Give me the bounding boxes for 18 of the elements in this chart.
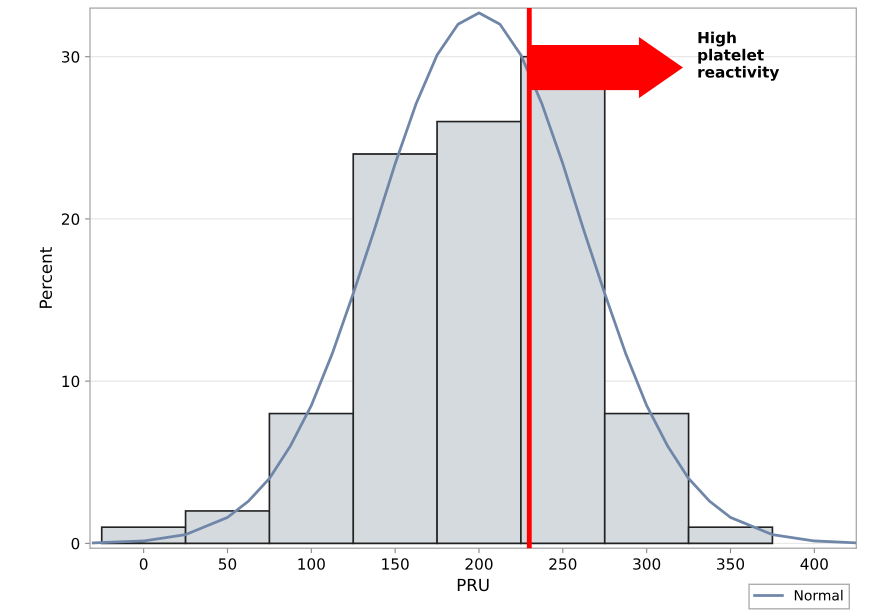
x-tick-label: 300 <box>633 558 660 570</box>
y-tick-label: 0 <box>72 538 80 550</box>
x-tick-label: 250 <box>549 558 576 570</box>
x-tick-label: 400 <box>800 558 828 570</box>
y-tick-label: 10 <box>62 376 80 388</box>
x-tick-label: 50 <box>218 558 236 570</box>
line-series <box>92 11 856 544</box>
y-axis-title: Percent <box>40 247 52 308</box>
x-tick-label: 200 <box>466 558 493 570</box>
x-tick-label: 0 <box>140 558 148 570</box>
x-tick-label: 100 <box>298 558 325 570</box>
y-tick-label: 30 <box>62 51 80 63</box>
annotation: High platelet reactivity <box>698 32 780 81</box>
x-axis-title: PRU <box>458 578 489 592</box>
legend-label: Normal <box>794 590 842 601</box>
x-tick-label: 150 <box>382 558 409 570</box>
x-tick-label: 350 <box>717 558 744 570</box>
y-tick-label: 20 <box>62 213 80 225</box>
